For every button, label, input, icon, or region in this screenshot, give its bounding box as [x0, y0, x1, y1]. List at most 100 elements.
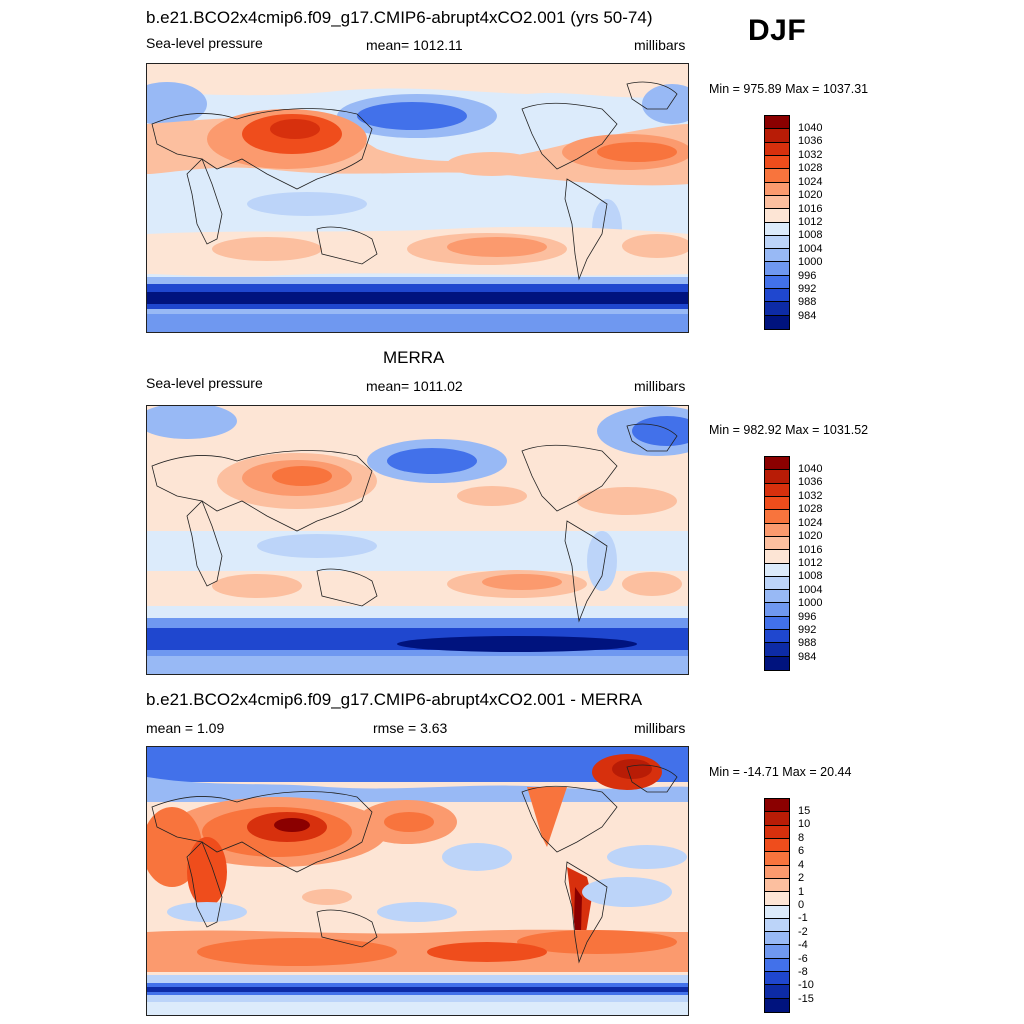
colorbar-swatch	[765, 169, 789, 183]
colorbar-swatch	[765, 918, 789, 933]
colorbar-tick: 1040	[798, 463, 823, 475]
colorbar-tick: 996	[798, 611, 817, 623]
colorbar-tick: 984	[798, 651, 817, 663]
colorbar-swatch	[765, 972, 789, 986]
colorbar-tick: -8	[798, 966, 808, 978]
colorbar-tick: 1040	[798, 122, 823, 134]
colorbar-swatch	[765, 643, 789, 657]
colorbar-tick: 1028	[798, 162, 823, 174]
colorbar-swatch	[765, 603, 789, 617]
colorbar-tick: -1	[798, 912, 808, 924]
colorbar-tick: -10	[798, 979, 814, 991]
colorbar-swatch	[765, 838, 789, 853]
panel-obs-map	[146, 405, 689, 675]
colorbar-tick: 1028	[798, 503, 823, 515]
colorbar-tick: 996	[798, 270, 817, 282]
colorbar-tick: 2	[798, 872, 805, 884]
colorbar-tick: -4	[798, 939, 808, 951]
panel-model-mean-label: mean= 1012.11	[366, 37, 463, 53]
panel-diff-rmse-label: rmse = 3.63	[373, 720, 448, 736]
colorbar-swatch	[765, 536, 789, 551]
colorbar-tick: 988	[798, 296, 817, 308]
colorbar-tick: 6	[798, 845, 805, 857]
colorbar-swatch	[765, 483, 789, 497]
colorbar-tick: 1020	[798, 530, 823, 542]
colorbar-swatch	[765, 985, 789, 999]
colorbar-swatch	[765, 825, 789, 839]
colorbar-tick: -2	[798, 926, 808, 938]
colorbar-tick: 1004	[798, 584, 823, 596]
colorbar-tick: 1032	[798, 149, 823, 161]
panel-diff-minmax: Min = -14.71 Max = 20.44	[709, 765, 852, 779]
panel-obs-variable-label: Sea-level pressure	[146, 375, 263, 391]
colorbar-tick: 0	[798, 899, 805, 911]
colorbar-swatch	[765, 496, 789, 511]
colorbar-swatch	[765, 852, 789, 866]
colorbar-swatch	[765, 182, 789, 196]
panel-model-units-label: millibars	[634, 37, 686, 53]
colorbar-tick: 1024	[798, 517, 823, 529]
panel-obs-title: MERRA	[383, 348, 445, 367]
colorbar-swatch	[765, 249, 789, 263]
colorbar-tick: 1036	[798, 476, 823, 488]
season-label: DJF	[748, 14, 807, 47]
panel-model-minmax: Min = 975.89 Max = 1037.31	[709, 82, 869, 96]
panel-diff-colorbar	[764, 798, 790, 1013]
colorbar-tick: 1012	[798, 557, 823, 569]
panel-obs-map-svg	[147, 406, 688, 674]
colorbar-swatch	[765, 289, 789, 303]
colorbar-swatch	[765, 616, 789, 631]
colorbar-tick: 992	[798, 283, 817, 295]
colorbar-tick: 984	[798, 310, 817, 322]
colorbar-tick: 1004	[798, 243, 823, 255]
colorbar-swatch	[765, 590, 789, 604]
colorbar-swatch	[765, 905, 789, 919]
colorbar-tick: 1036	[798, 135, 823, 147]
colorbar-swatch	[765, 878, 789, 893]
colorbar-tick: 1020	[798, 189, 823, 201]
panel-model-map	[146, 63, 689, 333]
colorbar-tick: -6	[798, 953, 808, 965]
colorbar-swatch	[765, 523, 789, 537]
colorbar-swatch	[765, 155, 789, 170]
colorbar-swatch	[765, 865, 789, 879]
colorbar-swatch	[765, 129, 789, 143]
panel-diff-map	[146, 746, 689, 1016]
panel-diff-map-svg	[147, 747, 688, 1015]
colorbar-swatch	[765, 576, 789, 591]
panel-obs-mean-label: mean= 1011.02	[366, 378, 463, 394]
colorbar-tick: 1016	[798, 203, 823, 215]
colorbar-swatch	[765, 945, 789, 959]
colorbar-swatch	[765, 142, 789, 156]
colorbar-tick: 1016	[798, 544, 823, 556]
colorbar-swatch	[765, 470, 789, 484]
colorbar-swatch	[765, 275, 789, 290]
colorbar-tick: 8	[798, 832, 805, 844]
colorbar-swatch	[765, 235, 789, 250]
colorbar-tick: 988	[798, 637, 817, 649]
colorbar-swatch	[765, 932, 789, 946]
colorbar-tick: 1008	[798, 570, 823, 582]
colorbar-swatch	[765, 550, 789, 564]
colorbar-tick: 1000	[798, 256, 823, 268]
panel-model-variable-label: Sea-level pressure	[146, 35, 263, 51]
panel-model-map-svg	[147, 64, 688, 332]
colorbar-tick: 4	[798, 859, 805, 871]
colorbar-swatch	[765, 262, 789, 276]
colorbar-swatch	[765, 302, 789, 316]
colorbar-swatch	[765, 222, 789, 236]
colorbar-tick: 15	[798, 805, 811, 817]
colorbar-swatch	[765, 799, 789, 813]
colorbar-tick: 1008	[798, 229, 823, 241]
colorbar-tick: 1000	[798, 597, 823, 609]
panel-obs-units-label: millibars	[634, 378, 686, 394]
colorbar-swatch	[765, 510, 789, 524]
panel-model-colorbar	[764, 115, 790, 330]
colorbar-swatch	[765, 209, 789, 223]
colorbar-swatch	[765, 630, 789, 644]
colorbar-tick: 1024	[798, 176, 823, 188]
colorbar-tick: 1012	[798, 216, 823, 228]
colorbar-swatch	[765, 958, 789, 973]
colorbar-swatch	[765, 457, 789, 471]
colorbar-swatch	[765, 998, 789, 1012]
